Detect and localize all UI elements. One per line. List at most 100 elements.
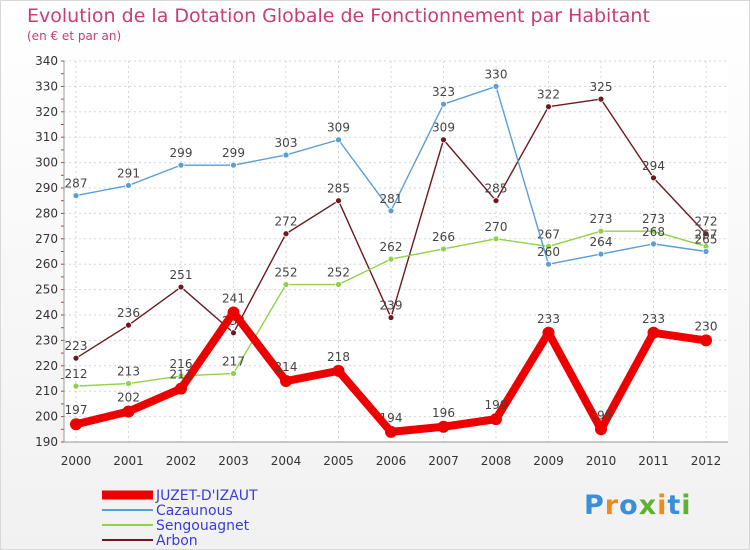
data-point-arbon xyxy=(282,230,290,238)
data-point-sengouagnet xyxy=(125,380,132,387)
data-label-sengouagnet: 252 xyxy=(275,266,298,280)
data-label-juzet-d-izaut: 233 xyxy=(642,312,665,326)
data-point-juzet-d-izaut xyxy=(280,375,292,388)
data-label-arbon: 223 xyxy=(65,339,88,353)
data-point-juzet-d-izaut xyxy=(385,425,397,438)
data-point-arbon xyxy=(177,283,185,291)
data-label-juzet-d-izaut: 197 xyxy=(65,403,88,417)
data-point-arbon xyxy=(440,136,447,144)
data-point-cazaunous xyxy=(650,240,657,248)
y-tick-label: 240 xyxy=(35,308,58,322)
data-label-juzet-d-izaut: 218 xyxy=(327,350,350,364)
data-point-arbon xyxy=(387,314,395,321)
data-label-cazaunous: 299 xyxy=(170,146,193,160)
data-point-sengouagnet xyxy=(492,235,500,243)
data-label-cazaunous: 299 xyxy=(222,146,245,160)
x-tick-label: 2008 xyxy=(481,454,512,468)
data-point-cazaunous xyxy=(440,100,447,108)
y-tick-label: 230 xyxy=(35,333,58,347)
data-label-sengouagnet: 212 xyxy=(65,367,88,381)
data-point-cazaunous xyxy=(125,182,132,189)
data-label-sengouagnet: 273 xyxy=(590,212,613,226)
x-tick-label: 2011 xyxy=(638,454,669,468)
data-label-cazaunous: 323 xyxy=(432,85,455,99)
data-point-juzet-d-izaut xyxy=(70,418,82,431)
y-tick-label: 290 xyxy=(35,181,58,195)
data-point-cazaunous xyxy=(230,161,237,169)
data-label-arbon: 285 xyxy=(327,182,350,196)
data-label-arbon: 325 xyxy=(590,80,613,94)
y-tick-label: 300 xyxy=(35,156,58,170)
data-point-juzet-d-izaut xyxy=(122,405,135,418)
data-point-sengouagnet xyxy=(177,372,185,380)
data-label-juzet-d-izaut: 214 xyxy=(275,360,298,374)
data-point-cazaunous xyxy=(545,260,552,268)
data-label-arbon: 272 xyxy=(275,215,298,229)
legend-entry: Sengouagnet xyxy=(156,518,250,534)
x-tick-label: 2002 xyxy=(166,454,197,468)
data-point-juzet-d-izaut xyxy=(490,413,502,426)
data-point-arbon xyxy=(702,230,710,238)
data-label-juzet-d-izaut: 211 xyxy=(170,368,193,382)
data-point-cazaunous xyxy=(72,192,80,200)
data-label-juzet-d-izaut: 196 xyxy=(432,406,455,420)
y-tick-label: 220 xyxy=(35,359,58,373)
data-label-juzet-d-izaut: 202 xyxy=(117,391,140,405)
data-label-arbon: 251 xyxy=(170,268,193,282)
data-point-cazaunous xyxy=(702,248,710,255)
y-tick-label: 190 xyxy=(35,435,58,449)
data-point-sengouagnet xyxy=(545,243,552,250)
data-label-arbon: 285 xyxy=(485,182,508,196)
data-point-arbon xyxy=(125,321,132,329)
y-tick-label: 250 xyxy=(35,283,58,297)
data-label-juzet-d-izaut: 230 xyxy=(695,319,718,333)
data-label-sengouagnet: 252 xyxy=(327,266,350,280)
legend-entry: Arbon xyxy=(156,533,198,549)
legend-entry: Cazaunous xyxy=(156,503,233,519)
x-tick-label: 2009 xyxy=(533,454,564,468)
data-point-sengouagnet xyxy=(440,245,447,253)
legend-entry: JUZET-D'IZAUT xyxy=(155,488,258,504)
data-label-sengouagnet: 267 xyxy=(695,227,718,241)
x-tick-label: 2004 xyxy=(271,454,302,468)
proxiti-logo: Proxiti xyxy=(584,490,692,521)
data-label-sengouagnet: 217 xyxy=(222,354,245,368)
y-tick-label: 310 xyxy=(35,130,58,144)
data-label-arbon: 294 xyxy=(642,159,665,173)
y-tick-label: 340 xyxy=(35,54,58,68)
data-label-sengouagnet: 213 xyxy=(117,365,140,379)
data-label-sengouagnet: 266 xyxy=(432,230,455,244)
data-point-cazaunous xyxy=(282,151,290,159)
data-point-sengouagnet xyxy=(597,227,605,235)
chart-subtitle: (en € et par an) xyxy=(27,29,122,43)
data-point-juzet-d-izaut xyxy=(595,423,607,436)
data-label-cazaunous: 309 xyxy=(327,121,350,135)
data-point-sengouagnet xyxy=(387,255,395,263)
data-label-arbon: 322 xyxy=(537,88,560,102)
data-label-cazaunous: 268 xyxy=(642,225,665,239)
data-point-arbon xyxy=(597,95,605,103)
data-label-sengouagnet: 273 xyxy=(642,212,665,226)
data-label-arbon: 309 xyxy=(432,121,455,135)
data-label-juzet-d-izaut: 199 xyxy=(485,398,508,412)
y-tick-label: 260 xyxy=(35,257,58,271)
data-point-juzet-d-izaut xyxy=(227,306,240,319)
data-point-sengouagnet xyxy=(650,227,657,235)
data-point-juzet-d-izaut xyxy=(175,382,187,395)
data-label-cazaunous: 281 xyxy=(380,192,403,206)
y-tick-label: 320 xyxy=(35,105,58,119)
data-label-sengouagnet: 262 xyxy=(380,240,403,254)
x-tick-label: 2012 xyxy=(691,454,722,468)
x-tick-label: 2000 xyxy=(61,454,92,468)
data-label-sengouagnet: 270 xyxy=(485,220,508,234)
data-label-cazaunous: 260 xyxy=(537,245,560,259)
data-point-cazaunous xyxy=(492,83,500,90)
data-point-sengouagnet xyxy=(335,281,342,288)
data-label-juzet-d-izaut: 241 xyxy=(222,291,245,305)
x-tick-label: 2007 xyxy=(428,454,459,468)
data-label-arbon: 239 xyxy=(380,299,403,313)
x-tick-label: 2003 xyxy=(218,454,249,468)
data-label-juzet-d-izaut: 194 xyxy=(380,411,403,425)
